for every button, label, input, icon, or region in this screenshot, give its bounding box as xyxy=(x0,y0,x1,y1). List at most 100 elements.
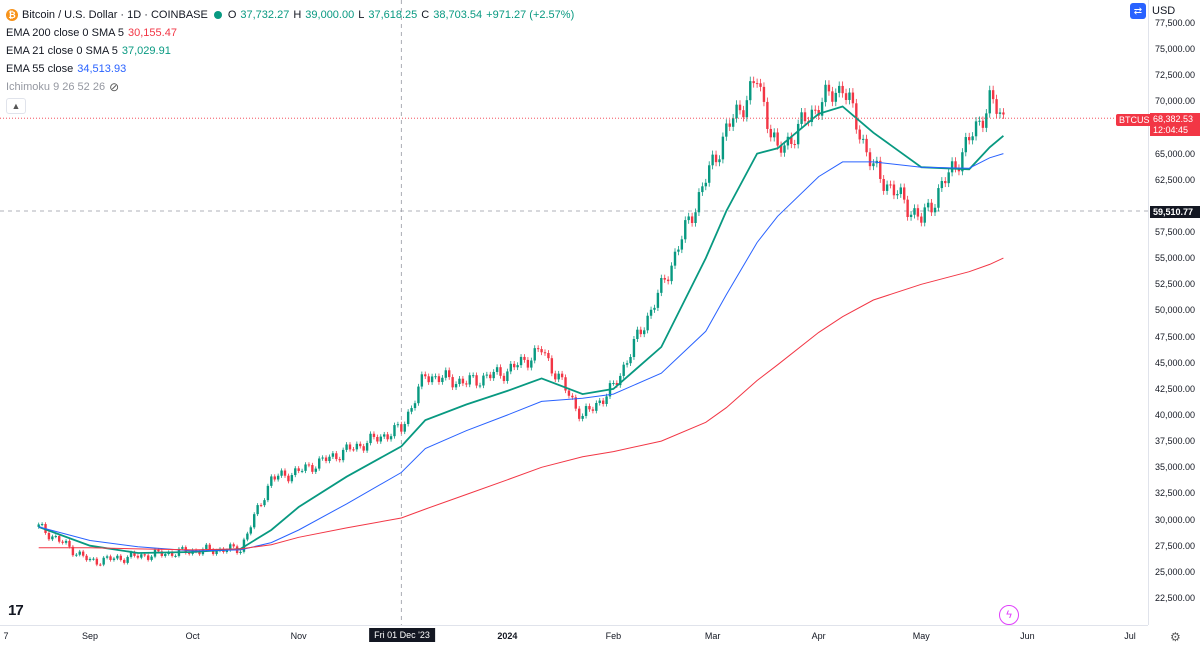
price-tick-label: 22,500.00 xyxy=(1155,593,1196,603)
candle xyxy=(287,473,290,484)
candle xyxy=(523,354,526,363)
price-tick-label: 52,500.00 xyxy=(1155,279,1196,290)
candle-body xyxy=(971,136,974,141)
candle-body xyxy=(341,449,345,461)
candle-body xyxy=(143,554,146,556)
candle xyxy=(868,148,872,171)
price-chart[interactable] xyxy=(0,0,1148,625)
candle-body xyxy=(968,137,971,141)
candle xyxy=(273,474,276,482)
candle xyxy=(793,139,796,149)
candle-body xyxy=(311,465,314,472)
symbol-title[interactable]: Bitcoin / U.S. Dollar · 1D · COINBASE xyxy=(22,9,208,21)
time-tick-label: Oct xyxy=(185,631,200,641)
indicator-ema200[interactable]: EMA 200 close 0 SMA 5 30,155.47 xyxy=(6,24,574,42)
candle xyxy=(376,434,379,444)
price-tick-label: 77,500.00 xyxy=(1155,17,1196,28)
candle xyxy=(882,175,885,195)
time-axis[interactable]: Jul Jun May Apr Mar Feb 2024 Nov Oct Sep 7 Fri 01 … xyxy=(0,625,1148,650)
candle-body xyxy=(872,163,875,167)
candle-body xyxy=(663,277,666,280)
candle-body xyxy=(540,349,543,353)
candle-body xyxy=(215,550,218,555)
candle-body xyxy=(619,375,622,386)
candle-body xyxy=(889,184,892,186)
tradingview-logo[interactable]: 17 xyxy=(8,602,24,619)
candle xyxy=(639,326,642,338)
candle-body xyxy=(519,356,523,366)
candle-body xyxy=(133,552,136,556)
candle xyxy=(968,132,971,145)
candle xyxy=(509,361,512,375)
candle xyxy=(926,198,930,212)
hidden-eye-icon[interactable]: ⊘ xyxy=(109,80,120,94)
candle xyxy=(280,468,283,478)
candle xyxy=(417,383,420,406)
lightning-icon[interactable]: ϟ xyxy=(999,605,1019,625)
price-axis[interactable]: 77,500.0075,000.0072,500.0070,000.0067,5… xyxy=(1148,0,1200,625)
candle-body xyxy=(755,83,759,85)
candle-body xyxy=(270,476,273,486)
currency-selector[interactable]: ⇄ USD xyxy=(1130,3,1175,19)
candle xyxy=(116,554,119,561)
candle xyxy=(526,357,530,371)
indicator-value: 34,513.93 xyxy=(77,63,127,75)
candle-body xyxy=(160,551,164,556)
candle xyxy=(636,326,639,342)
candle xyxy=(1002,108,1005,119)
candle-body xyxy=(629,357,632,364)
candle xyxy=(985,109,988,133)
candle xyxy=(328,454,331,464)
candle xyxy=(581,413,584,422)
candle-body xyxy=(482,375,485,386)
indicator-ichimoku[interactable]: Ichimoku 9 26 52 26 ⊘ xyxy=(6,78,574,96)
candle xyxy=(646,312,649,334)
candle-body xyxy=(670,265,673,282)
candle xyxy=(318,456,321,471)
candle xyxy=(58,534,61,544)
candle xyxy=(814,105,817,115)
candle-body xyxy=(75,554,78,556)
currency-icon[interactable]: ⇄ xyxy=(1130,3,1146,19)
indicator-ema21[interactable]: EMA 21 close 0 SMA 5 37,029.91 xyxy=(6,42,574,60)
candle xyxy=(372,431,376,440)
candle-body xyxy=(328,456,331,462)
candle xyxy=(711,150,714,170)
candle-body xyxy=(615,383,619,386)
symbol-row[interactable]: ₿ Bitcoin / U.S. Dollar · 1D · COINBASE … xyxy=(6,6,574,24)
candle-body xyxy=(146,555,150,560)
candle xyxy=(461,375,465,387)
candle xyxy=(471,372,475,378)
candle xyxy=(160,549,164,558)
candle-body xyxy=(318,458,321,469)
gear-icon[interactable]: ⚙ xyxy=(1170,630,1181,644)
indicator-name: EMA 200 close 0 SMA 5 xyxy=(6,27,125,39)
candle-body xyxy=(331,453,335,457)
candle xyxy=(991,85,995,104)
time-tick-label: 2024 xyxy=(497,631,518,641)
candle-body xyxy=(547,353,550,359)
candle-body xyxy=(944,181,947,184)
candle xyxy=(680,235,684,254)
candle-body xyxy=(389,436,393,440)
indicator-value: 30,155.47 xyxy=(128,27,177,39)
collapse-legend-button[interactable]: ▲ xyxy=(6,98,26,114)
candle xyxy=(47,531,51,542)
candle xyxy=(400,421,403,435)
candle-body xyxy=(974,121,978,137)
chart-area[interactable] xyxy=(0,0,1148,625)
candle xyxy=(920,212,923,227)
change-value: +971.27 (+2.57%) xyxy=(486,9,575,21)
candle xyxy=(465,380,468,388)
indicator-ema55[interactable]: EMA 55 close 34,513.93 xyxy=(6,60,574,78)
candle xyxy=(885,180,889,195)
candle-body xyxy=(376,436,379,442)
candle-body xyxy=(338,459,341,461)
candle xyxy=(673,248,677,270)
candle-body xyxy=(605,396,608,404)
countdown-tag: 12:04:45 xyxy=(1150,124,1200,136)
candle-body xyxy=(348,444,352,450)
candle-body xyxy=(704,182,707,187)
candle xyxy=(995,94,998,119)
candle xyxy=(434,373,437,380)
